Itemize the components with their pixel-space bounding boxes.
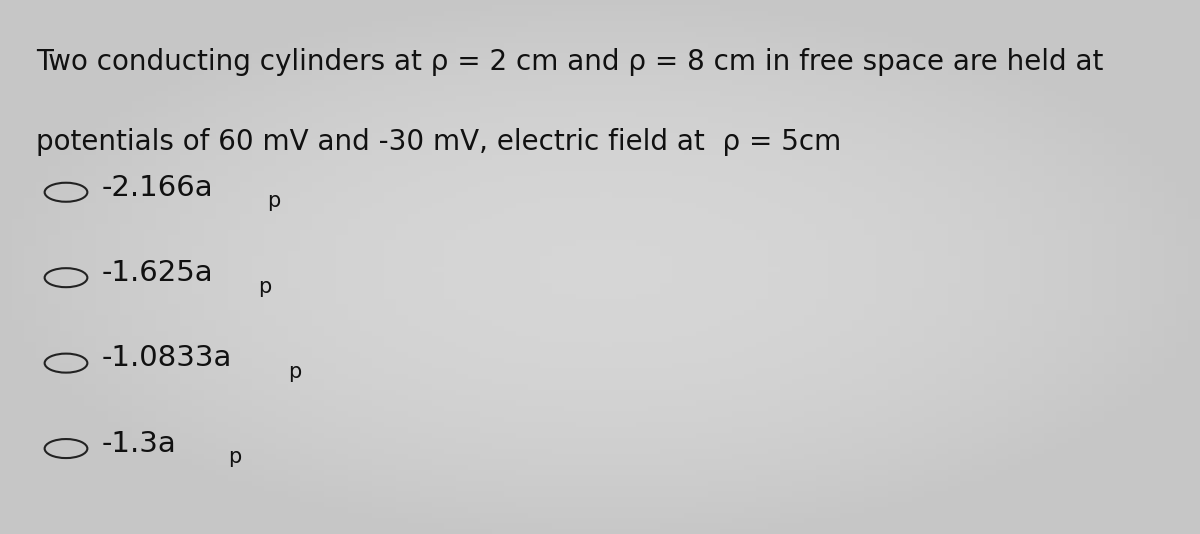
- Text: p: p: [268, 191, 281, 211]
- Text: p: p: [258, 277, 271, 296]
- Text: potentials of 60 mV and -30 mV, electric field at  ρ = 5cm: potentials of 60 mV and -30 mV, electric…: [36, 128, 841, 156]
- Text: p: p: [288, 362, 301, 382]
- Text: -1.625a: -1.625a: [102, 259, 214, 287]
- Text: Two conducting cylinders at ρ = 2 cm and ρ = 8 cm in free space are held at: Two conducting cylinders at ρ = 2 cm and…: [36, 48, 1103, 76]
- Text: -2.166a: -2.166a: [102, 174, 214, 201]
- Text: -1.0833a: -1.0833a: [102, 344, 233, 372]
- Text: -1.3a: -1.3a: [102, 430, 176, 458]
- Text: p: p: [228, 447, 241, 467]
